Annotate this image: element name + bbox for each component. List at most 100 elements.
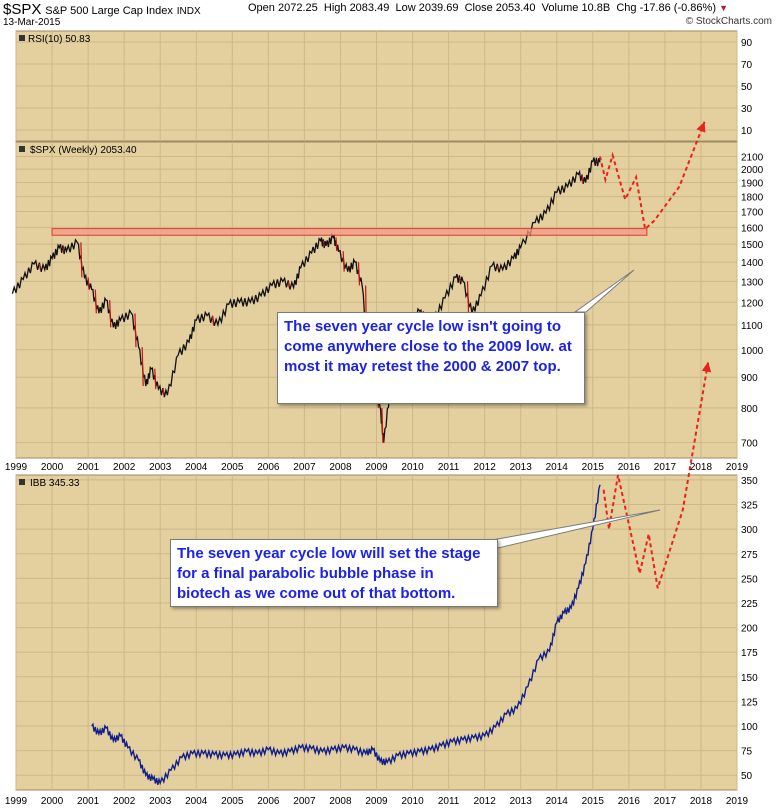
x-tick-label-spx: 2018 [690,462,713,473]
x-tick-label-spx: 2012 [474,462,497,473]
x-tick-label-spx: 2006 [257,462,280,473]
spx-y-tick-label: 1900 [741,179,764,190]
spx-annotation-callout: The seven year cycle low isn't going to … [277,312,585,404]
spx-y-tick-label: 2100 [741,152,764,163]
spx-down-bar [381,407,384,443]
x-tick-label-spx: 2009 [365,462,388,473]
ibb-y-tick-label: 125 [741,697,758,708]
ibb-y-tick-label: 225 [741,599,758,610]
rsi-y-tick-label: 30 [741,104,753,115]
spx-down-bar [357,262,361,286]
x-tick-label-ibb: 2012 [474,796,497,807]
ibb-price-line [91,484,601,786]
x-tick-label-ibb: 2004 [185,796,208,807]
ibb-y-tick-label: 175 [741,648,758,659]
down-arrow-icon: ▼ [719,3,728,13]
spx-y-tick-label: 1500 [741,240,764,251]
x-tick-label-spx: 2007 [293,462,316,473]
ibb-y-tick-label: 300 [741,525,758,536]
x-tick-label-ibb: 1999 [5,796,28,807]
x-tick-label-ibb: 2006 [257,796,280,807]
x-tick-label-ibb: 2008 [329,796,352,807]
legend-swatch-icon [19,479,25,485]
rsi-y-tick-label: 10 [741,126,753,137]
x-tick-label-spx: 2004 [185,462,208,473]
ibb-y-tick-label: 150 [741,673,758,684]
spx-down-bar [94,289,97,314]
spx-down-bar [162,388,165,396]
spx-y-tick-label: 1400 [741,258,764,269]
x-tick-label-spx: 2008 [329,462,352,473]
ibb-y-tick-label: 275 [741,550,758,561]
legend-swatch-icon [19,146,25,152]
x-tick-label-ibb: 2013 [510,796,533,807]
spx-y-tick-label: 900 [741,373,758,384]
spx-down-bar [287,281,290,288]
spx-down-bar [496,265,499,270]
x-tick-label-spx: 2014 [546,462,569,473]
spx-y-tick-label: 1600 [741,223,764,234]
ibb-projection-line [602,361,710,589]
spx-down-bar [109,300,112,328]
spx-down-bar [466,281,470,314]
spx-y-tick-label: 1800 [741,193,764,204]
x-tick-label-ibb: 2009 [365,796,388,807]
x-tick-label-ibb: 2016 [618,796,641,807]
spx-down-bar [62,247,65,252]
spx-projection-line [599,121,706,231]
projection-arrowhead-icon [701,361,712,373]
spx-down-bar [458,277,461,282]
x-tick-label-ibb: 2015 [582,796,605,807]
x-tick-label-spx: 2015 [582,462,605,473]
x-tick-label-ibb: 2018 [690,796,713,807]
ibb-y-tick-label: 350 [741,476,758,487]
x-tick-label-spx: 2001 [77,462,100,473]
x-tick-label-ibb: 2011 [438,796,460,807]
ibb-y-tick-label: 200 [741,624,758,635]
spx-y-tick-label: 1000 [741,346,764,357]
symbol-title: $SPX S&P 500 Large Cap Index INDX [3,1,201,18]
x-tick-label-spx: 2016 [618,462,641,473]
spx-down-bar [87,277,90,290]
stockcharts-watermark: © StockCharts.com [685,16,772,27]
ibb-y-tick-label: 250 [741,574,758,585]
x-tick-label-spx: 2017 [654,462,677,473]
spx-down-bar [581,174,584,183]
spx-y-tick-label: 1300 [741,277,764,288]
rsi-y-tick-label: 70 [741,60,753,71]
chart-date: 13-Mar-2015 [3,17,61,28]
spx-down-bar [322,240,325,246]
ohlc-readout: Open 2072.25 High 2083.49 Low 2039.69 Cl… [248,2,728,14]
spx-down-bar [38,263,42,270]
x-tick-label-ibb: 2010 [401,796,424,807]
x-tick-label-spx: 2019 [726,462,749,473]
spx-down-bar [596,161,598,163]
x-tick-label-ibb: 2000 [41,796,64,807]
x-tick-label-ibb: 2019 [726,796,749,807]
x-tick-label-spx: 2005 [221,462,244,473]
spx-down-bar [134,313,137,348]
legend-swatch-icon [19,35,25,41]
rsi-y-tick-label: 90 [741,38,753,49]
x-tick-label-ibb: 2002 [113,796,136,807]
chart-header: $SPX S&P 500 Large Cap Index INDX 13-Mar… [0,0,780,30]
spx-down-bar [80,242,83,278]
x-tick-label-spx: 2010 [401,462,424,473]
x-tick-label-spx: 1999 [5,462,28,473]
rsi-panel-label: RSI(10) 50.83 [28,34,91,45]
ibb-y-tick-label: 325 [741,501,758,512]
x-tick-label-ibb: 2014 [546,796,569,807]
ibb-y-tick-label: 100 [741,722,758,733]
x-tick-label-ibb: 2007 [293,796,316,807]
ibb-y-tick-label: 50 [741,771,753,782]
spx-panel-label: $SPX (Weekly) 2053.40 [30,145,137,156]
x-tick-label-spx: 2013 [510,462,533,473]
spx-down-bar [141,347,144,387]
x-tick-label-ibb: 2005 [221,796,244,807]
spx-y-tick-label: 800 [741,404,758,415]
spx-down-bar [211,315,215,325]
spx-y-tick-label: 1700 [741,208,764,219]
spx-down-bar [154,368,157,390]
ibb-y-tick-label: 75 [741,747,753,758]
